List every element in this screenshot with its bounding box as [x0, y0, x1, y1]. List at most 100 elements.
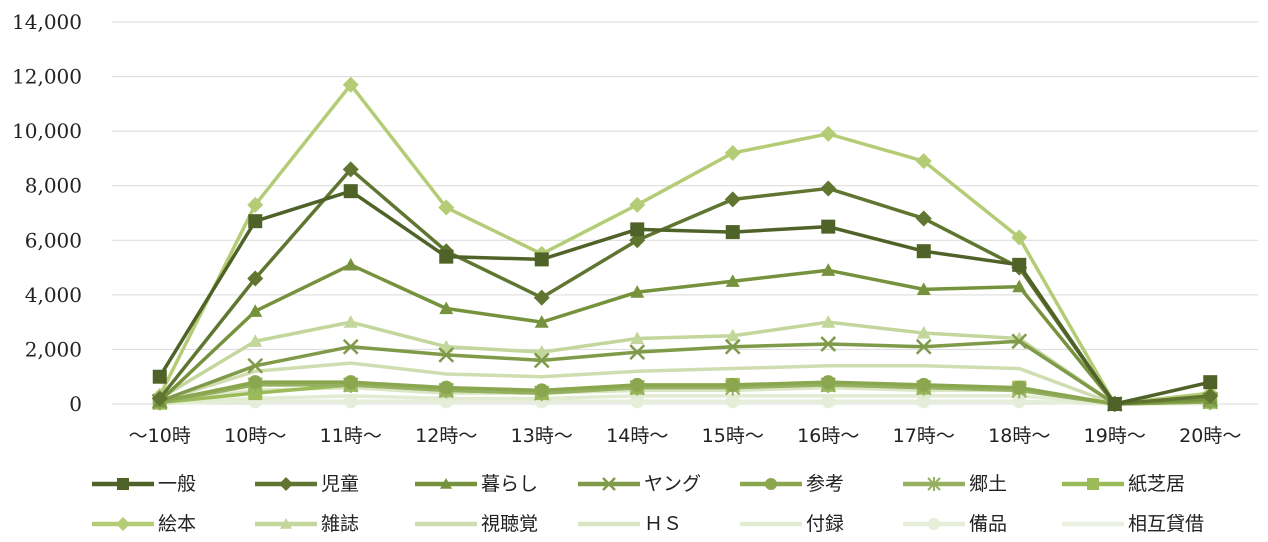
data-point	[1012, 380, 1027, 395]
series-1	[152, 184, 1218, 411]
data-point	[438, 347, 455, 363]
legend-item: 参考	[740, 473, 844, 495]
data-point	[916, 282, 931, 295]
legend-item: 絵本	[92, 513, 196, 535]
legend-label: ヤング	[644, 473, 701, 495]
legend-label: 雑誌	[321, 513, 359, 535]
data-point	[724, 338, 741, 355]
data-point	[724, 144, 741, 161]
data-point	[343, 394, 358, 409]
y-axis-ticks: 0 2,000 4,000 6,000 8,000 10,000 12,000 14,000	[12, 10, 82, 416]
data-point	[725, 274, 740, 287]
y-tick-label: 2,000	[25, 337, 82, 361]
data-point	[630, 285, 645, 298]
data-point	[629, 196, 646, 213]
data-point	[602, 477, 616, 491]
data-point	[534, 383, 549, 398]
data-point	[247, 196, 264, 213]
y-tick-label: 6,000	[25, 228, 82, 252]
series-lines	[151, 76, 1219, 412]
data-point	[725, 394, 740, 409]
data-point	[765, 478, 777, 490]
data-point	[439, 380, 454, 395]
y-tick-label: 14,000	[12, 10, 82, 34]
data-point	[1012, 257, 1027, 272]
legend-label: 一般	[158, 473, 196, 495]
data-point	[1202, 387, 1219, 404]
x-tick-label: 12時～	[415, 425, 477, 447]
data-point	[343, 257, 358, 271]
data-point	[117, 478, 129, 490]
legend-item: 相互貸借	[1062, 513, 1204, 535]
legend-item: 雑誌	[255, 513, 359, 535]
legend-item: 視聴覚	[415, 513, 538, 535]
data-point	[248, 304, 263, 317]
data-point	[820, 336, 837, 352]
data-point	[915, 153, 932, 170]
data-point	[630, 377, 645, 392]
data-point	[630, 394, 645, 409]
legend-item: 児童	[255, 473, 359, 495]
data-point	[343, 315, 358, 328]
data-point	[247, 270, 264, 287]
data-point	[820, 125, 837, 142]
legend-label: 参考	[806, 473, 844, 495]
data-point	[1011, 333, 1028, 350]
data-point	[725, 328, 740, 342]
series-line	[159, 383, 1211, 406]
y-tick-label: 12,000	[12, 65, 82, 89]
x-tick-label: 15時～	[702, 425, 764, 447]
data-point	[1203, 375, 1218, 390]
legend-label: 相互貸借	[1128, 513, 1204, 535]
series-line	[159, 380, 1211, 406]
data-point	[534, 345, 549, 358]
data-point	[821, 219, 836, 234]
legend-item: 一般	[92, 473, 196, 495]
data-point	[725, 225, 740, 240]
series-line	[158, 320, 1211, 406]
data-point	[343, 375, 358, 390]
data-point	[821, 375, 836, 390]
data-point	[916, 326, 931, 339]
data-point	[248, 214, 263, 229]
series-5	[152, 375, 1218, 411]
y-tick-label: 0	[69, 392, 82, 416]
data-point	[928, 518, 940, 530]
data-point	[152, 369, 167, 384]
data-point	[439, 249, 454, 264]
data-point	[439, 339, 454, 353]
data-point	[151, 390, 168, 407]
x-tick-label: 20時～	[1179, 425, 1241, 447]
data-point	[1012, 279, 1027, 293]
x-tick-label: 14時～	[606, 425, 668, 447]
data-point	[342, 76, 359, 93]
legend-item: 暮らし	[415, 473, 538, 495]
data-point	[821, 394, 836, 409]
data-point	[630, 331, 645, 345]
legend-item: 備品	[903, 513, 1007, 535]
data-point	[821, 315, 836, 328]
data-point	[342, 161, 359, 178]
y-tick-label: 8,000	[25, 174, 82, 198]
x-tick-label: 19時～	[1084, 425, 1146, 447]
x-tick-label: 13時～	[511, 425, 573, 447]
data-point	[630, 222, 645, 237]
legend-label: 絵本	[158, 513, 196, 535]
x-tick-label: ～10時	[129, 425, 191, 447]
y-tick-label: 4,000	[25, 283, 82, 307]
data-point	[534, 315, 549, 328]
x-axis-ticks: ～10時 10時～ 11時～ 12時～ 13時～ 14時～ 15時～ 16時～ 17時～ 18時～…	[129, 425, 1242, 447]
data-point	[916, 377, 931, 392]
legend-label: 備品	[969, 513, 1007, 535]
gridlines	[112, 21, 1258, 405]
series-line	[159, 339, 1211, 406]
data-point	[280, 518, 292, 529]
series-8	[151, 76, 1219, 412]
data-point	[343, 184, 358, 199]
legend-item: ＨＳ	[578, 513, 682, 535]
legend-label: 暮らし	[481, 473, 538, 495]
data-point	[534, 252, 549, 267]
data-point	[248, 334, 263, 347]
legend-label: 郷土	[969, 473, 1007, 495]
data-point	[724, 191, 741, 208]
